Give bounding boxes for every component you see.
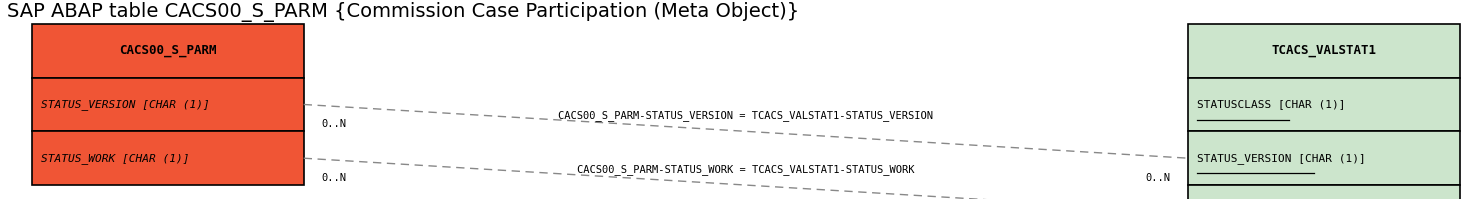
FancyBboxPatch shape [32,24,304,78]
FancyBboxPatch shape [1188,24,1460,78]
Text: STATUSCLASS [CHAR (1)]: STATUSCLASS [CHAR (1)] [1197,100,1345,109]
Text: CACS00_S_PARM-STATUS_WORK = TCACS_VALSTAT1-STATUS_WORK: CACS00_S_PARM-STATUS_WORK = TCACS_VALSTA… [577,164,915,175]
FancyBboxPatch shape [1188,131,1460,185]
Text: STATUS_VERSION [CHAR (1)]: STATUS_VERSION [CHAR (1)] [41,99,210,110]
Text: SAP ABAP table CACS00_S_PARM {Commission Case Participation (Meta Object)}: SAP ABAP table CACS00_S_PARM {Commission… [7,2,800,22]
Text: TCACS_VALSTAT1: TCACS_VALSTAT1 [1272,44,1376,57]
Text: STATUS_VERSION [CHAR (1)]: STATUS_VERSION [CHAR (1)] [1197,153,1366,164]
FancyBboxPatch shape [32,78,304,131]
FancyBboxPatch shape [32,131,304,185]
Text: 0..N: 0..N [321,173,346,183]
FancyBboxPatch shape [1188,185,1460,199]
Text: 0..N: 0..N [321,119,346,129]
Text: CACS00_S_PARM: CACS00_S_PARM [119,44,217,57]
Text: 0..N: 0..N [1146,173,1171,183]
Text: STATUS_WORK [CHAR (1)]: STATUS_WORK [CHAR (1)] [41,153,189,164]
Text: CACS00_S_PARM-STATUS_VERSION = TCACS_VALSTAT1-STATUS_VERSION: CACS00_S_PARM-STATUS_VERSION = TCACS_VAL… [559,110,933,121]
FancyBboxPatch shape [1188,78,1460,131]
